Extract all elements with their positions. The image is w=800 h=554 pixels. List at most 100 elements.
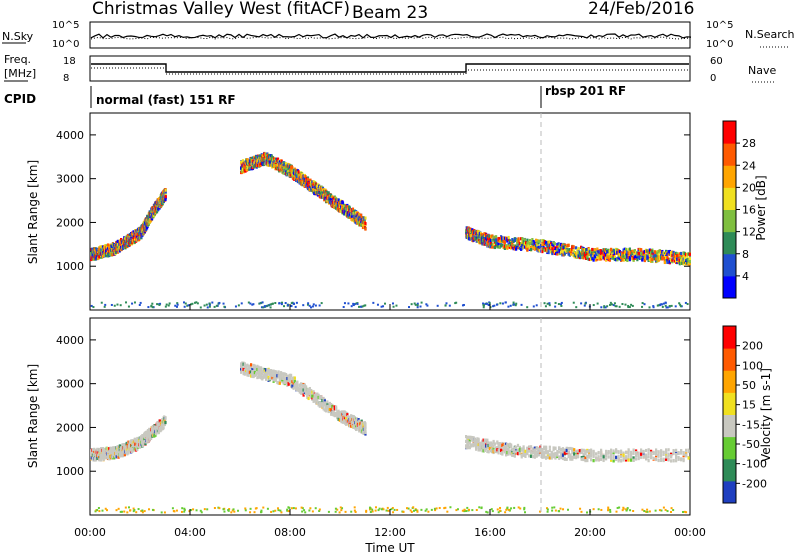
heatmap-cell — [625, 253, 628, 257]
heatmap-cell — [392, 302, 395, 305]
heatmap-cell — [627, 248, 630, 252]
heatmap-cell — [290, 384, 293, 388]
heatmap-cell — [536, 239, 539, 243]
heatmap-cell — [561, 253, 564, 257]
heatmap-cell — [661, 249, 664, 254]
heatmap-cell — [587, 253, 590, 257]
heatmap-cell — [276, 380, 279, 385]
heatmap-cell — [268, 369, 271, 373]
heatmap-cell — [593, 248, 596, 252]
heatmap-cell — [500, 243, 503, 248]
heatmap-cell — [592, 304, 595, 307]
heatmap-cell — [590, 249, 593, 253]
heatmap-cell — [107, 244, 110, 248]
heatmap-cell — [656, 259, 659, 263]
heatmap-cell — [342, 207, 345, 212]
heatmap-cell — [164, 190, 167, 194]
heatmap-cell — [550, 243, 553, 248]
heatmap-cell — [682, 260, 685, 264]
heatmap-cell — [601, 255, 604, 260]
heatmap-cell — [103, 248, 106, 252]
heatmap-cell — [677, 257, 680, 261]
heatmap-cell — [343, 302, 346, 305]
heatmap-cell — [676, 257, 679, 261]
heatmap-cell — [648, 248, 651, 252]
heatmap-cell — [633, 249, 636, 253]
heatmap-cell — [275, 164, 278, 168]
heatmap-cell — [314, 304, 317, 307]
heatmap-cell — [551, 251, 554, 256]
heatmap-cell — [267, 377, 270, 381]
heatmap-cell — [517, 243, 520, 247]
heatmap-cell — [282, 372, 285, 376]
heatmap-cell — [488, 237, 491, 241]
heatmap-cell — [531, 243, 534, 247]
heatmap-cell — [678, 258, 681, 262]
heatmap-cell — [662, 256, 665, 260]
heatmap-cell — [566, 243, 569, 248]
heatmap-cell — [641, 305, 644, 308]
heatmap-cell — [286, 383, 289, 387]
heatmap-cell — [290, 302, 293, 305]
heatmap-cell — [120, 454, 123, 458]
heatmap-cell — [528, 241, 531, 245]
heatmap-cell — [552, 241, 555, 245]
heatmap-cell — [305, 385, 308, 389]
heatmap-cell — [677, 254, 680, 258]
heatmap-cell — [515, 237, 518, 241]
heatmap-cell — [510, 246, 513, 250]
heatmap-cell — [323, 408, 326, 412]
heatmap-cell — [495, 235, 498, 239]
heatmap-cell — [343, 410, 346, 414]
heatmap-cell — [303, 389, 306, 393]
heatmap-cell — [471, 228, 474, 232]
heatmap-cell — [109, 446, 112, 450]
heatmap-cell — [257, 369, 260, 373]
heatmap-cell — [283, 305, 286, 308]
heatmap-cell — [493, 304, 496, 307]
heatmap-cell — [246, 369, 249, 373]
heatmap-cell — [266, 368, 269, 372]
heatmap-cell — [295, 301, 298, 304]
heatmap-cell — [530, 247, 533, 252]
heatmap-cell — [296, 177, 299, 182]
heatmap-cell — [561, 249, 564, 253]
heatmap-cell — [658, 249, 661, 253]
heatmap-cell — [256, 364, 259, 368]
heatmap-cell — [299, 173, 302, 177]
heatmap-cell — [615, 247, 618, 252]
heatmap-cell — [281, 372, 284, 376]
heatmap-cell — [291, 377, 294, 381]
heatmap-cell — [105, 448, 108, 452]
heatmap-cell — [622, 250, 625, 254]
heatmap-cell — [241, 361, 244, 365]
heatmap-cell — [285, 376, 288, 380]
heatmap-cell — [672, 256, 675, 261]
heatmap-cell — [301, 384, 304, 388]
heatmap-cell — [260, 367, 263, 371]
heatmap-cell — [364, 227, 367, 231]
heatmap-cell — [608, 250, 611, 254]
heatmap-cell — [655, 253, 658, 257]
heatmap-cell — [337, 409, 340, 413]
heatmap-cell — [605, 248, 608, 252]
heatmap-cell — [288, 163, 291, 167]
heatmap-cell — [136, 232, 139, 236]
heatmap-cell — [637, 247, 640, 252]
heatmap-cell — [330, 411, 333, 415]
heatmap-cell — [199, 306, 202, 309]
heatmap-cell — [538, 239, 541, 243]
heatmap-cell — [492, 242, 495, 247]
heatmap-cell — [302, 393, 305, 397]
heatmap-cell — [577, 251, 580, 255]
heatmap-cell — [562, 253, 565, 257]
heatmap-cell — [111, 253, 114, 257]
heatmap-cell — [286, 381, 289, 385]
heatmap-cell — [143, 433, 146, 437]
heatmap-cell — [287, 378, 290, 382]
heatmap-cell — [448, 304, 451, 307]
heatmap-cell — [278, 381, 281, 385]
heatmap-cell — [337, 414, 340, 418]
heatmap-cell — [490, 241, 493, 245]
heatmap-cell — [268, 372, 271, 376]
